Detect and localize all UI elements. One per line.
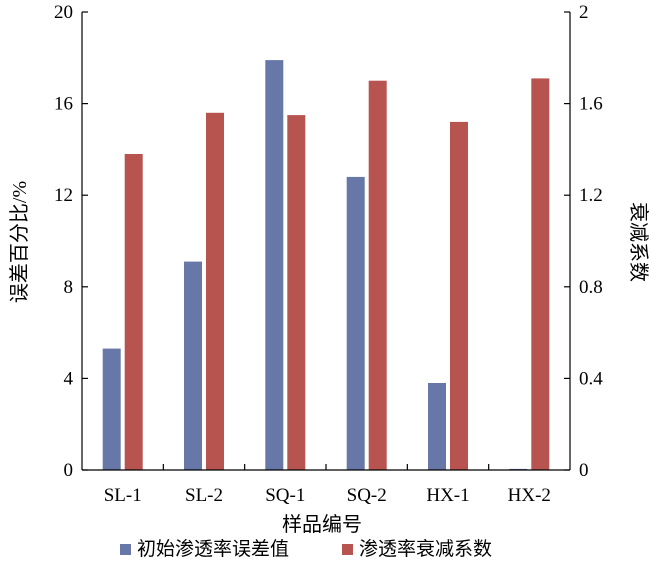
y-left-tick-label: 4 xyxy=(64,368,74,389)
x-axis-title: 样品编号 xyxy=(282,513,362,536)
y-right-tick-label: 2 xyxy=(579,2,589,23)
bars-layer xyxy=(102,60,550,471)
y-right-tick-label: 0.8 xyxy=(579,277,603,298)
y-axis-left-title: 误差百分比/% xyxy=(8,181,31,303)
legend-swatch-series-2 xyxy=(342,544,353,555)
y-right-tick-label: 0 xyxy=(579,460,589,481)
legend-label-series-1: 初始渗透率误差值 xyxy=(137,538,289,560)
y-right-tick-label: 1.2 xyxy=(579,185,603,206)
axes-layer xyxy=(81,12,571,471)
bar-1-sl-2 xyxy=(184,261,202,470)
bar-2-sq-1 xyxy=(287,115,306,470)
bar-1-sq-1 xyxy=(265,60,284,470)
y-right-tick-label: 1.6 xyxy=(579,94,603,115)
x-tick-label: SL-1 xyxy=(104,485,142,506)
y-axis-right-title: 衰减系数 xyxy=(627,202,650,282)
x-tick-label: HX-1 xyxy=(426,485,469,506)
legend-label-series-2: 渗透率衰减系数 xyxy=(359,538,492,560)
x-tick-label: SQ-1 xyxy=(265,485,305,506)
x-tick-label: HX-2 xyxy=(508,485,551,506)
bar-2-hx-2 xyxy=(531,78,550,471)
bar-2-sl-2 xyxy=(206,112,224,471)
y-left-tick-label: 12 xyxy=(54,185,73,206)
y-left-tick-label: 0 xyxy=(64,460,74,481)
x-tick-label: SL-2 xyxy=(185,485,223,506)
legend: 初始渗透率误差值 渗透率衰减系数 xyxy=(120,538,492,560)
bar-1-sq-2 xyxy=(346,176,365,470)
bar-2-hx-1 xyxy=(450,121,468,471)
x-tick-label: SQ-2 xyxy=(347,485,387,506)
bar-2-sq-2 xyxy=(368,80,387,470)
y-left-tick-label: 16 xyxy=(54,94,73,115)
y-right-tick-label: 0.4 xyxy=(579,368,603,389)
bar-1-sl-1 xyxy=(102,348,121,470)
legend-swatch-series-1 xyxy=(120,544,131,555)
y-left-tick-label: 8 xyxy=(64,277,74,298)
bar-2-sl-1 xyxy=(124,154,143,470)
bar-1-hx-1 xyxy=(428,383,446,470)
y-left-tick-label: 20 xyxy=(54,2,73,23)
ticks-layer: SL-1 SL-2 SQ-1 SQ-2 HX-1 HX-2 0 4 8 12 16 20 0 0.4 0.8… xyxy=(54,2,603,506)
